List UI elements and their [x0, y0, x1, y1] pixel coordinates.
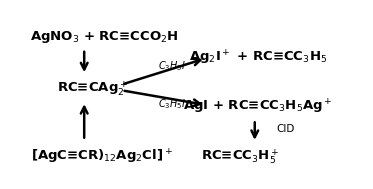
Text: Ag$_2$I$^+$ + RC≡CC$_3$H$_5$: Ag$_2$I$^+$ + RC≡CC$_3$H$_5$	[188, 48, 327, 67]
Text: [AgC≡CR)$_{12}$Ag$_2$Cl]$^+$: [AgC≡CR)$_{12}$Ag$_2$Cl]$^+$	[31, 147, 173, 166]
Text: AgNO$_3$ + RC≡CCO$_2$H: AgNO$_3$ + RC≡CCO$_2$H	[30, 29, 179, 45]
Text: $C_3H_5I$: $C_3H_5I$	[159, 59, 186, 73]
Text: AgI + RC≡CC$_3$H$_5$Ag$^+$: AgI + RC≡CC$_3$H$_5$Ag$^+$	[183, 98, 332, 116]
Text: CID: CID	[276, 124, 295, 134]
Text: $C_3H_5I$: $C_3H_5I$	[159, 97, 186, 111]
Text: RC≡CAg$_2^+$: RC≡CAg$_2^+$	[57, 79, 128, 98]
Text: RC≡CC$_3$H$_5^+$: RC≡CC$_3$H$_5^+$	[201, 147, 280, 166]
